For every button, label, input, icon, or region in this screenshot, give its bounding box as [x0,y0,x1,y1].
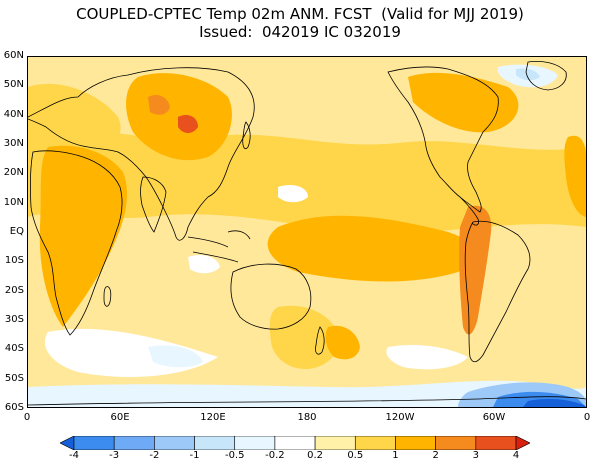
colorbar-tick-label: 1 [392,450,399,461]
lon-label-120e: 120E [200,412,226,423]
colorbar-bin [515,436,530,450]
anomaly-map-canvas [28,57,586,407]
chart-subtitle: Issued: 042019 IC 032019 [199,23,401,41]
lon-label-60w: 60W [482,412,506,423]
colorbar-bin [234,436,276,450]
colorbar-bin [60,436,75,450]
anomaly-region [278,185,308,203]
colorbar-canvas [60,436,530,450]
coastline-south-america [464,220,531,363]
coastline-antarctica [28,396,586,406]
anomaly-region [408,72,519,133]
coastline-africa [30,150,123,336]
colorbar-tick-label: -0.2 [265,450,285,461]
anomaly-region [523,398,586,407]
colorbar-bin [435,436,477,450]
lat-label-30n: 30N [3,138,24,149]
anomaly-region [178,115,198,133]
lat-label-20s: 20S [4,285,24,296]
lat-label-20n: 20N [3,167,24,178]
colorbar-bin [194,436,236,450]
coastline-indonesia [187,230,251,263]
coastline-australia [230,263,312,330]
anomaly-region [269,305,339,370]
colorbar-tick-label: 2 [432,450,439,461]
coastline-greenland [525,61,567,91]
lon-label-0-end: 0 [583,412,591,423]
lon-label-180: 180 [297,412,317,423]
anomaly-region [516,68,540,81]
coastline-north-america [387,66,499,213]
colorbar [60,436,530,450]
anomaly-region [188,255,220,274]
lon-label-60e: 60E [110,412,130,423]
coastline-japan [242,121,251,150]
anomaly-region [564,135,586,217]
anomaly-region [28,83,121,163]
lon-label-0: 0 [23,412,31,423]
colorbar-tick-label: 0.5 [347,450,364,461]
lat-label-60n: 60N [3,50,24,61]
lat-label-50n: 50N [3,79,24,90]
colorbar-bin [475,436,517,450]
colorbar-tick-label: -2 [149,450,160,461]
lat-label-60s: 60S [4,402,24,413]
coastlines [28,61,586,406]
colorbar-bin [395,436,436,450]
anomaly-region [267,215,477,282]
anomaly-region [148,345,203,368]
coastline-eurasia [28,67,255,241]
lat-label-50s: 50S [4,373,24,384]
anomaly-region [39,145,128,327]
colorbar-bin [274,436,316,450]
colorbar-tick-label: -4 [69,450,79,461]
colorbar-bin [73,436,115,450]
coastline-madagascar [103,286,112,307]
lat-label-40n: 40N [3,109,24,120]
colorbar-tick-label: 4 [512,450,520,461]
anomaly-region [148,95,170,115]
colorbar-tick-label: -3 [109,450,120,461]
lat-label-10s: 10S [4,255,24,266]
colorbar-bin [314,436,356,450]
coastline-central-america [459,196,479,226]
chart-title: COUPLED-CPTEC Temp 02m ANM. FCST (Valid … [76,5,524,23]
lat-label-eq: EQ [9,226,24,237]
lat-label-30s: 30S [4,314,24,325]
anomaly-map [27,56,587,408]
anomaly-region [325,325,360,360]
colorbar-bin [113,436,155,450]
lat-label-10n: 10N [3,197,24,208]
colorbar-tick-label: -1 [189,450,200,461]
colorbar-tick-label: 3 [472,450,479,461]
anomaly-region [386,345,468,370]
coastline-india [140,176,167,233]
lon-label-120w: 120W [385,412,415,423]
anomaly-region [28,380,586,407]
colorbar-bin [154,436,195,450]
colorbar-bin [354,436,396,450]
colorbar-tick-label: 0.2 [307,450,324,461]
lat-label-40s: 40S [4,343,24,354]
colorbar-tick-label: -0.5 [224,450,245,461]
coastline-newzealand [315,326,325,355]
